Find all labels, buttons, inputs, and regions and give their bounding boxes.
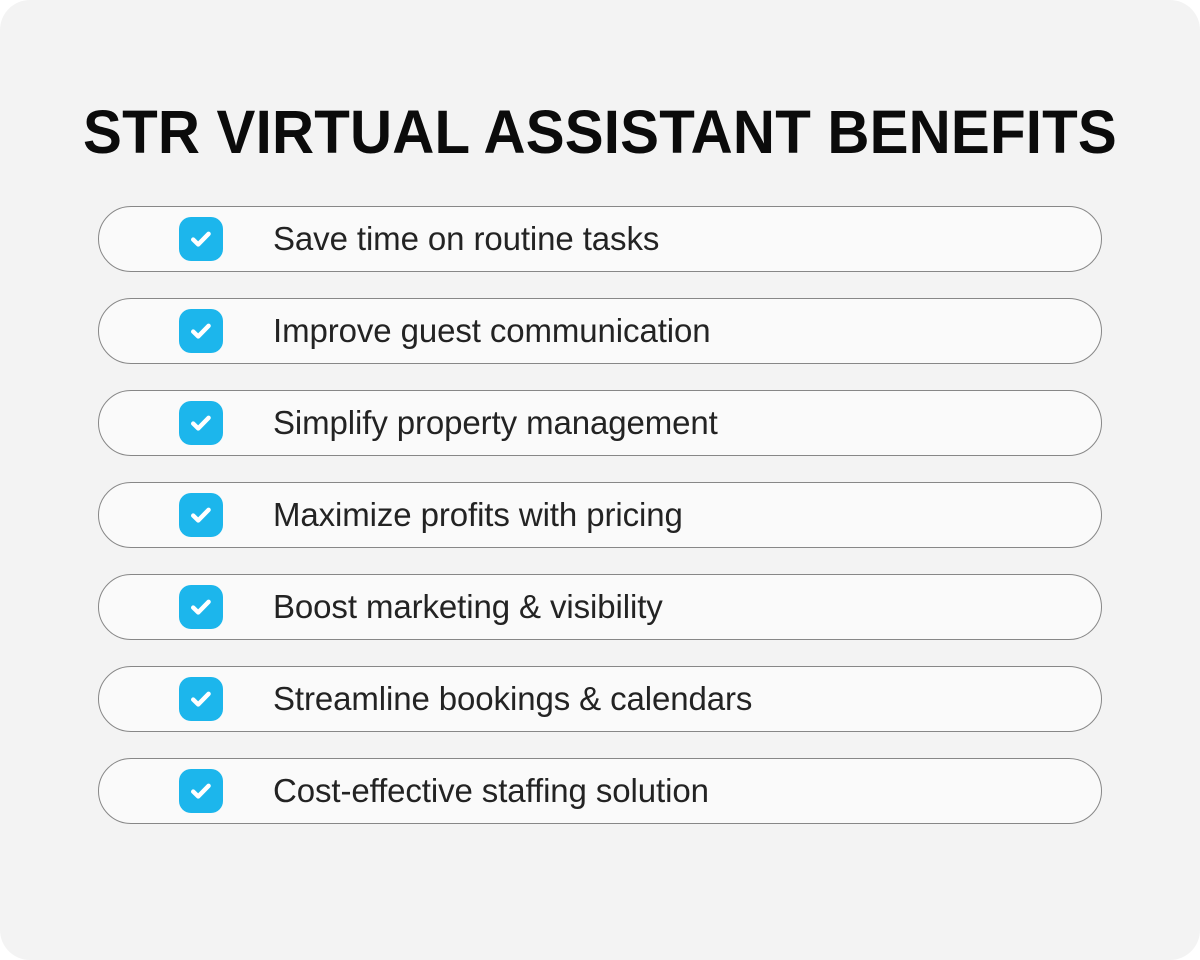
list-item[interactable]: Maximize profits with pricing	[98, 482, 1102, 548]
list-item-label: Improve guest communication	[273, 312, 711, 349]
page-title: STR VIRTUAL ASSISTANT BENEFITS	[83, 98, 1117, 166]
check-icon	[179, 677, 223, 721]
list-item-label: Cost-effective staffing solution	[273, 772, 709, 809]
list-item-label: Streamline bookings & calendars	[273, 680, 753, 717]
check-icon	[179, 769, 223, 813]
check-icon	[179, 401, 223, 445]
check-icon	[179, 585, 223, 629]
list-item[interactable]: Cost-effective staffing solution	[98, 758, 1102, 824]
list-item-label: Maximize profits with pricing	[273, 496, 683, 533]
check-icon	[179, 493, 223, 537]
list-item[interactable]: Save time on routine tasks	[98, 206, 1102, 272]
check-icon	[179, 309, 223, 353]
list-item[interactable]: Simplify property management	[98, 390, 1102, 456]
list-item-label: Save time on routine tasks	[273, 220, 660, 257]
check-icon	[179, 217, 223, 261]
benefits-list: Save time on routine tasks Improve guest…	[98, 206, 1102, 824]
list-item-label: Boost marketing & visibility	[273, 588, 663, 625]
list-item[interactable]: Improve guest communication	[98, 298, 1102, 364]
list-item[interactable]: Boost marketing & visibility	[98, 574, 1102, 640]
list-item-label: Simplify property management	[273, 404, 718, 441]
list-item[interactable]: Streamline bookings & calendars	[98, 666, 1102, 732]
